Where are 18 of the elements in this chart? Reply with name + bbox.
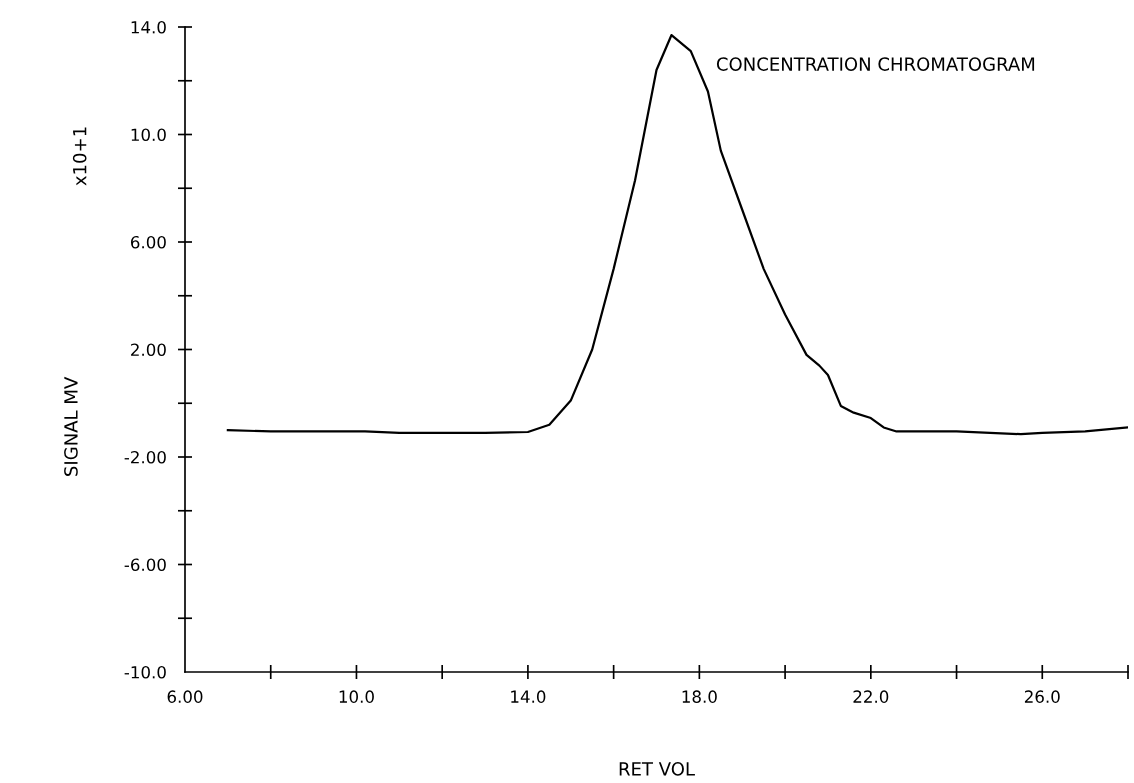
x-axis-title: RET VOL (619, 762, 695, 776)
x-tick-label: 22.0 (853, 690, 889, 703)
y-tick-label: 6.00 (131, 235, 166, 249)
y-axis-title: SIGNAL MV (64, 376, 78, 476)
text: x10+1 (72, 127, 87, 186)
y-tick-label: 10.0 (131, 128, 166, 142)
y-tick-label: 2.00 (131, 343, 166, 357)
x-tick-label: 18.0 (682, 690, 717, 703)
x-tick-label: 6.00 (167, 690, 203, 703)
y-tick-label: -2.00 (124, 450, 166, 464)
y-tick-label: 14.0 (131, 20, 166, 34)
x-tick-label: 26.0 (1024, 690, 1060, 703)
x-tick-label: 14.0 (511, 690, 546, 703)
y-tick-label: -6.00 (124, 558, 166, 572)
x-tick-label: 10.0 (339, 690, 374, 703)
y-tick-label: -10.0 (124, 665, 166, 679)
annotation: CONCENTRATION CHROMATOGRAM (716, 57, 1035, 71)
line-series (226, 33, 1128, 436)
